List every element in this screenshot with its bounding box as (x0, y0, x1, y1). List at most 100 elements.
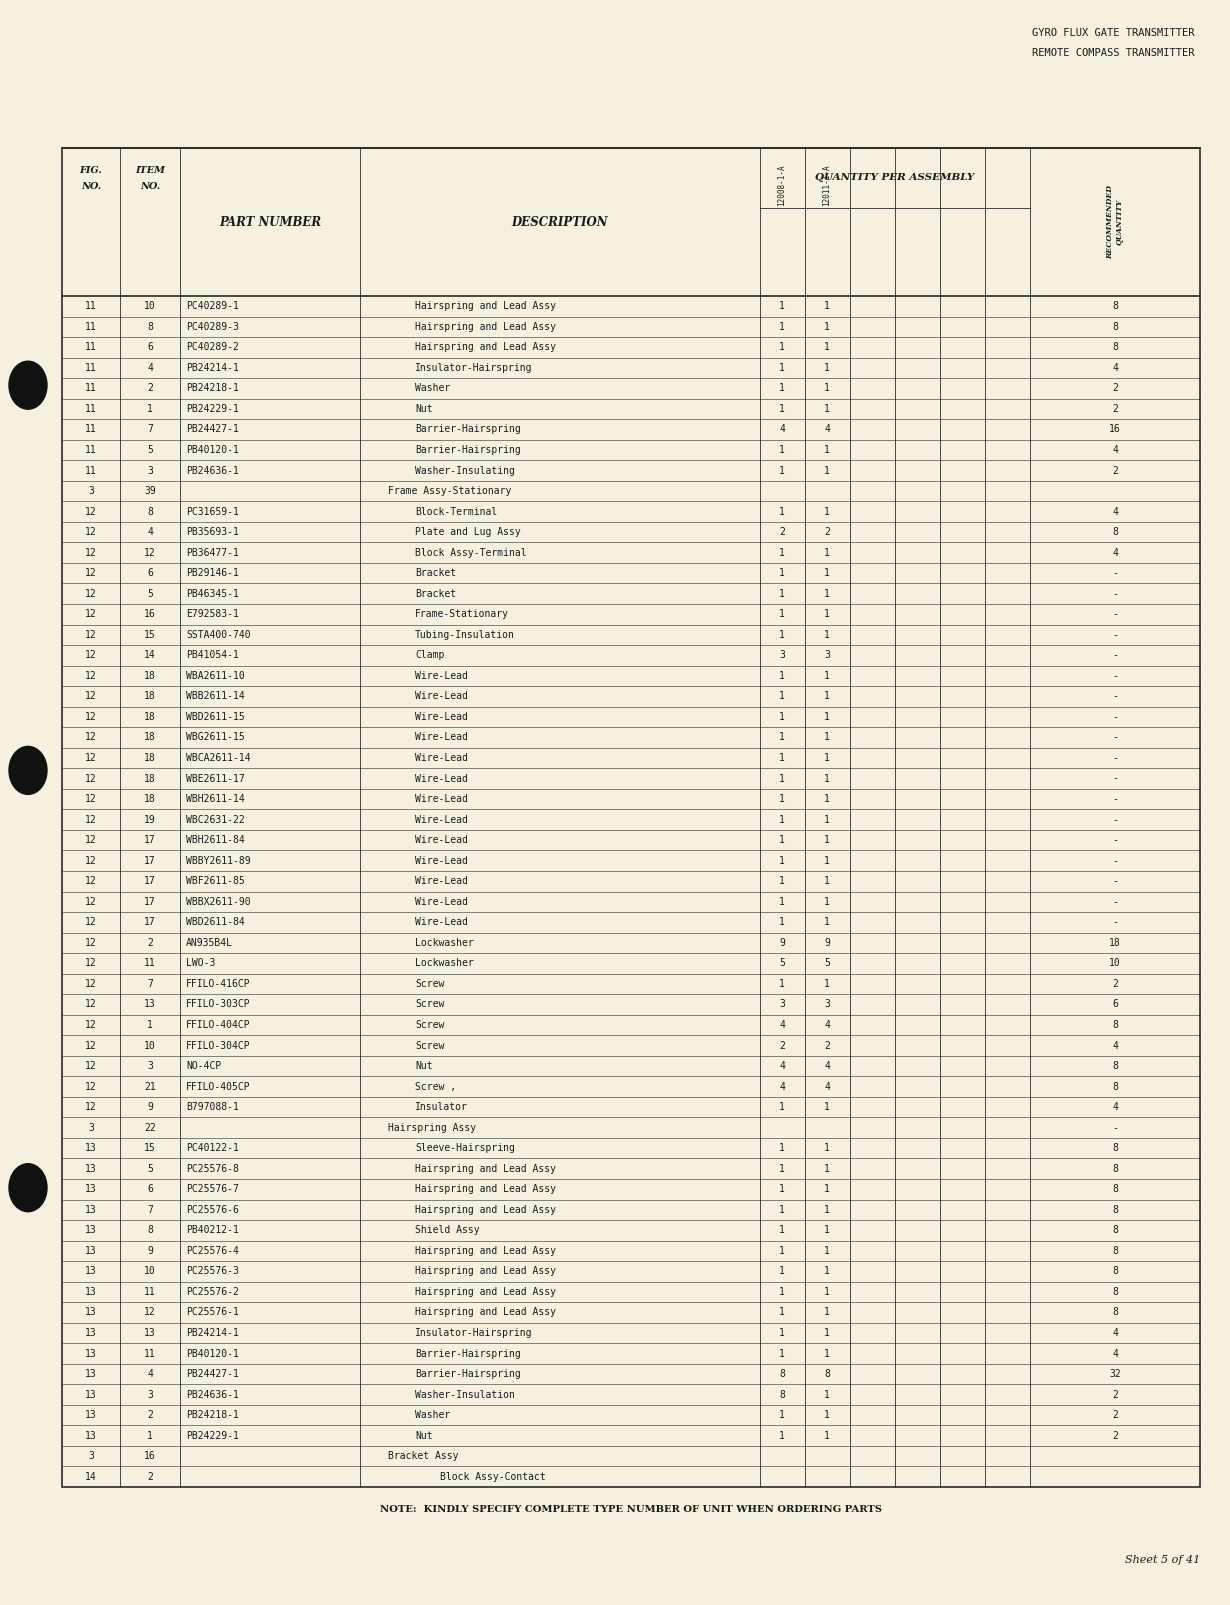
Text: 10: 10 (144, 1266, 156, 1276)
Text: 5: 5 (148, 1164, 153, 1173)
Text: NO.: NO. (140, 181, 160, 191)
Text: 18: 18 (1109, 937, 1121, 949)
Text: 1: 1 (824, 671, 830, 681)
Text: 2: 2 (824, 526, 830, 538)
Text: 8: 8 (1112, 1287, 1118, 1297)
Text: 12: 12 (85, 1019, 97, 1030)
Text: Screw: Screw (415, 1040, 444, 1051)
Text: 17: 17 (144, 918, 156, 928)
Text: 8: 8 (1112, 1061, 1118, 1071)
Text: 32: 32 (1109, 1369, 1121, 1379)
Text: Wire-Lead: Wire-Lead (415, 713, 467, 722)
Text: 12: 12 (85, 815, 97, 825)
Text: 5: 5 (824, 958, 830, 968)
Text: 10: 10 (144, 302, 156, 311)
Text: 4: 4 (1112, 1103, 1118, 1112)
Text: 4: 4 (779, 1019, 785, 1030)
Text: Plate and Lug Assy: Plate and Lug Assy (415, 526, 520, 538)
Text: 1: 1 (824, 363, 830, 372)
Text: 12: 12 (85, 526, 97, 538)
Text: 13: 13 (85, 1266, 97, 1276)
Text: 13: 13 (85, 1245, 97, 1255)
Text: Hairspring and Lead Assy: Hairspring and Lead Assy (415, 1164, 556, 1173)
Text: PB24427-1: PB24427-1 (186, 424, 239, 435)
Text: 1: 1 (779, 918, 785, 928)
Text: Lockwasher: Lockwasher (415, 958, 474, 968)
Text: Wire-Lead: Wire-Lead (415, 794, 467, 804)
Text: -: - (1112, 794, 1118, 804)
Text: PB46345-1: PB46345-1 (186, 589, 239, 599)
Text: 11: 11 (85, 424, 97, 435)
Text: 11: 11 (85, 445, 97, 454)
Text: Barrier-Hairspring: Barrier-Hairspring (415, 424, 520, 435)
Text: 12: 12 (85, 1103, 97, 1112)
Text: -: - (1112, 713, 1118, 722)
Text: 12: 12 (85, 855, 97, 865)
Text: WBBY2611-89: WBBY2611-89 (186, 855, 251, 865)
Text: 1: 1 (779, 713, 785, 722)
Text: QUANTITY PER ASSEMBLY: QUANTITY PER ASSEMBLY (815, 173, 974, 183)
Text: 1: 1 (824, 1225, 830, 1236)
Text: 3: 3 (779, 650, 785, 660)
Text: Shield Assy: Shield Assy (415, 1225, 480, 1236)
Text: 9: 9 (779, 937, 785, 949)
Text: 16: 16 (144, 610, 156, 620)
Text: 12: 12 (85, 774, 97, 783)
Text: 4: 4 (1112, 363, 1118, 372)
Text: NO-4CP: NO-4CP (186, 1061, 221, 1071)
Text: PB24214-1: PB24214-1 (186, 1327, 239, 1339)
Text: 3: 3 (148, 1061, 153, 1071)
Text: Bracket: Bracket (415, 568, 456, 578)
Text: 1: 1 (824, 1184, 830, 1194)
Text: 8: 8 (779, 1390, 785, 1400)
Text: Screw: Screw (415, 1000, 444, 1010)
Text: 4: 4 (1112, 507, 1118, 517)
Text: 4: 4 (1112, 445, 1118, 454)
Text: Wire-Lead: Wire-Lead (415, 855, 467, 865)
Text: 11: 11 (85, 302, 97, 311)
Text: 12: 12 (85, 1061, 97, 1071)
Text: 1: 1 (779, 855, 785, 865)
Text: 1: 1 (779, 1430, 785, 1441)
Text: 13: 13 (85, 1164, 97, 1173)
Text: 3: 3 (89, 1122, 93, 1133)
Text: 1: 1 (824, 568, 830, 578)
Text: PC25576-2: PC25576-2 (186, 1287, 239, 1297)
Text: 12: 12 (85, 568, 97, 578)
Text: 1: 1 (779, 342, 785, 353)
Text: 2: 2 (779, 526, 785, 538)
Text: 13: 13 (85, 1308, 97, 1318)
Text: Hairspring and Lead Assy: Hairspring and Lead Assy (415, 1287, 556, 1297)
Text: 2: 2 (148, 384, 153, 393)
Text: 21: 21 (144, 1082, 156, 1091)
Text: 1: 1 (779, 568, 785, 578)
Text: 1: 1 (824, 445, 830, 454)
Text: Insulator-Hairspring: Insulator-Hairspring (415, 1327, 533, 1339)
Text: 8: 8 (1112, 342, 1118, 353)
Text: 13: 13 (85, 1369, 97, 1379)
Text: E792583-1: E792583-1 (186, 610, 239, 620)
Text: 3: 3 (824, 650, 830, 660)
Text: 1: 1 (779, 629, 785, 640)
Text: 3: 3 (89, 486, 93, 496)
Text: 11: 11 (85, 465, 97, 475)
Text: 15: 15 (144, 1143, 156, 1152)
Text: 1: 1 (824, 835, 830, 846)
Text: Screw: Screw (415, 979, 444, 989)
Text: 3: 3 (89, 1451, 93, 1461)
Text: -: - (1112, 671, 1118, 681)
Text: 1: 1 (779, 979, 785, 989)
Text: 12: 12 (85, 958, 97, 968)
Text: FFILO-404CP: FFILO-404CP (186, 1019, 251, 1030)
Text: 2: 2 (148, 1472, 153, 1481)
Text: Washer-Insulation: Washer-Insulation (415, 1390, 515, 1400)
Text: PB24218-1: PB24218-1 (186, 1411, 239, 1420)
Text: 12: 12 (85, 937, 97, 949)
Text: 1: 1 (779, 363, 785, 372)
Text: 18: 18 (144, 794, 156, 804)
Text: WBE2611-17: WBE2611-17 (186, 774, 245, 783)
Text: 12: 12 (85, 671, 97, 681)
Text: Hairspring and Lead Assy: Hairspring and Lead Assy (415, 1184, 556, 1194)
Text: WBC2631-22: WBC2631-22 (186, 815, 245, 825)
Text: Nut: Nut (415, 404, 433, 414)
